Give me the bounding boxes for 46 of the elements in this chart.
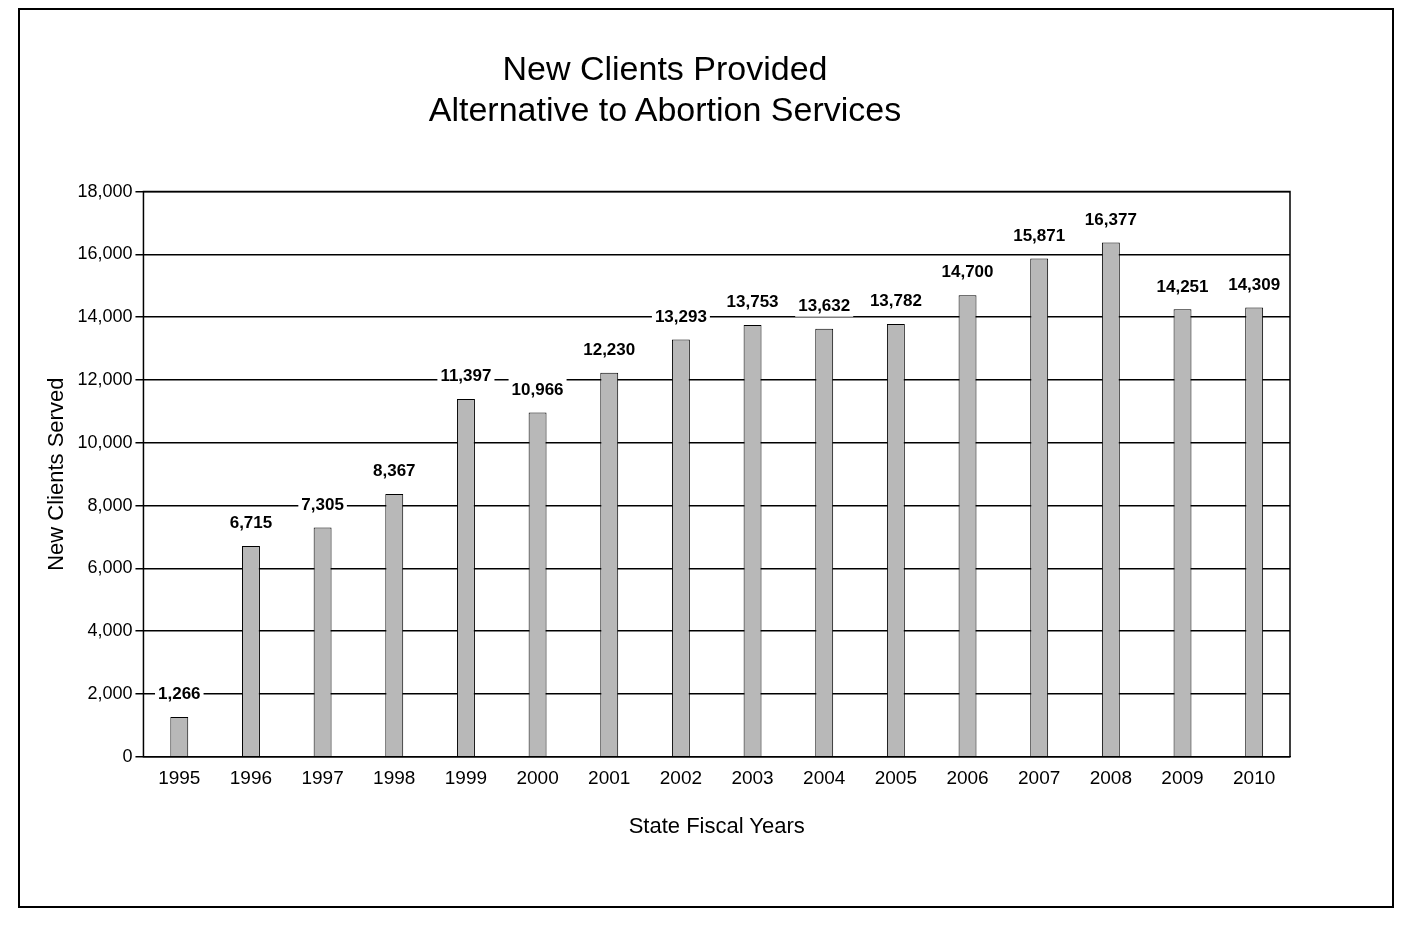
- data-label: 15,871: [1013, 225, 1066, 245]
- y-tick-label: 4,000: [87, 620, 133, 641]
- data-label: 13,753: [726, 292, 779, 312]
- y-tick-label: 16,000: [77, 243, 133, 264]
- x-tick-label: 2007: [1018, 767, 1061, 789]
- x-tick-label: 2002: [659, 767, 703, 789]
- data-label: 13,782: [869, 291, 922, 311]
- text: Alternative to Abortion Services: [428, 89, 902, 128]
- data-label: 10,966: [511, 379, 564, 399]
- y-axis-title: New Clients Served: [43, 377, 69, 571]
- y-tick-label: 6,000: [87, 557, 133, 578]
- x-tick-label: 2010: [1233, 767, 1276, 789]
- x-tick-label: 1998: [373, 767, 416, 789]
- text: New Clients Provided: [502, 48, 828, 87]
- x-tick-label: 2006: [946, 767, 989, 789]
- x-tick-label: 2005: [874, 767, 918, 789]
- x-tick-label: 2003: [731, 767, 774, 789]
- x-tick-label: 1999: [444, 767, 488, 789]
- data-label: 8,367: [372, 461, 416, 481]
- x-tick-label: 1997: [301, 767, 344, 789]
- data-label: 14,309: [1228, 274, 1281, 294]
- data-label: 14,251: [1156, 276, 1209, 296]
- x-tick-label: 2004: [803, 767, 846, 789]
- y-tick-label: 18,000: [77, 180, 133, 201]
- data-label: 12,230: [583, 339, 636, 359]
- data-label: 16,377: [1084, 209, 1137, 229]
- y-tick-label: 0: [122, 745, 133, 766]
- data-label: 7,305: [301, 494, 344, 514]
- y-tick-label: 8,000: [87, 494, 133, 515]
- data-label: 11,397: [440, 366, 492, 386]
- x-axis-title: State Fiscal Years: [628, 812, 805, 838]
- y-tick-label: 12,000: [77, 368, 133, 389]
- data-label: 13,293: [654, 306, 707, 326]
- x-tick-label: 1996: [229, 767, 273, 789]
- data-label: 13,632: [798, 295, 851, 315]
- x-tick-label: 2000: [516, 767, 559, 789]
- y-tick-label: 10,000: [77, 431, 133, 452]
- data-label: 14,700: [941, 262, 994, 282]
- y-tick-label: 14,000: [77, 306, 133, 327]
- data-label: 1,266: [158, 684, 201, 704]
- y-tick-label: 2,000: [87, 682, 133, 703]
- x-tick-label: 2001: [588, 767, 631, 789]
- x-tick-label: 1995: [158, 767, 201, 789]
- x-tick-label: 2008: [1089, 767, 1132, 789]
- data-label: 6,715: [229, 513, 273, 533]
- x-tick-label: 2009: [1161, 767, 1204, 789]
